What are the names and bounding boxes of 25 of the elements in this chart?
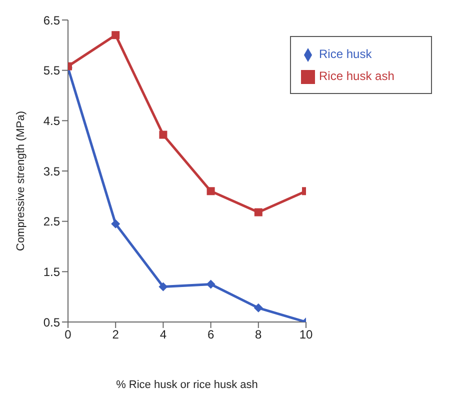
point [158,282,168,292]
point [206,187,215,196]
point [254,303,263,312]
point [206,280,216,289]
point [254,208,262,216]
y-tick-label: 4.5 [43,114,60,128]
point [111,219,120,228]
y-axis-title: Compressive strength (MPa) [14,111,27,251]
x-tick-label: 10 [299,328,313,342]
x-tick-label: 0 [64,328,72,342]
point [159,130,168,139]
y-tick-label: 2.5 [43,214,60,229]
y-tick-label: 0.5 [43,315,60,330]
legend-label: Rice husk [319,47,372,61]
y-tick-label: 1.5 [43,264,60,279]
point [112,31,120,40]
legend-label: Rice husk ash [319,69,394,83]
y-tick-label: 6.5 [43,13,60,28]
y-tick-label: 5.5 [43,64,60,78]
y-tick-label: 3.5 [43,164,60,178]
x-tick-label: 6 [207,328,214,342]
x-tick-label: 2 [112,328,120,342]
x-tick-label: 8 [255,328,262,342]
x-axis-title: % Rice husk or rice husk ash [116,378,258,391]
x-tick-label: 4 [160,328,167,342]
